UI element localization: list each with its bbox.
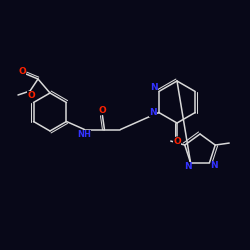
Text: NH: NH <box>78 130 92 139</box>
Text: N: N <box>149 108 157 117</box>
Text: O: O <box>18 66 26 76</box>
Text: N: N <box>150 83 158 92</box>
Text: O: O <box>173 138 181 146</box>
Text: O: O <box>27 90 35 100</box>
Text: O: O <box>98 106 106 115</box>
Text: N: N <box>210 162 218 170</box>
Text: N: N <box>184 162 192 172</box>
